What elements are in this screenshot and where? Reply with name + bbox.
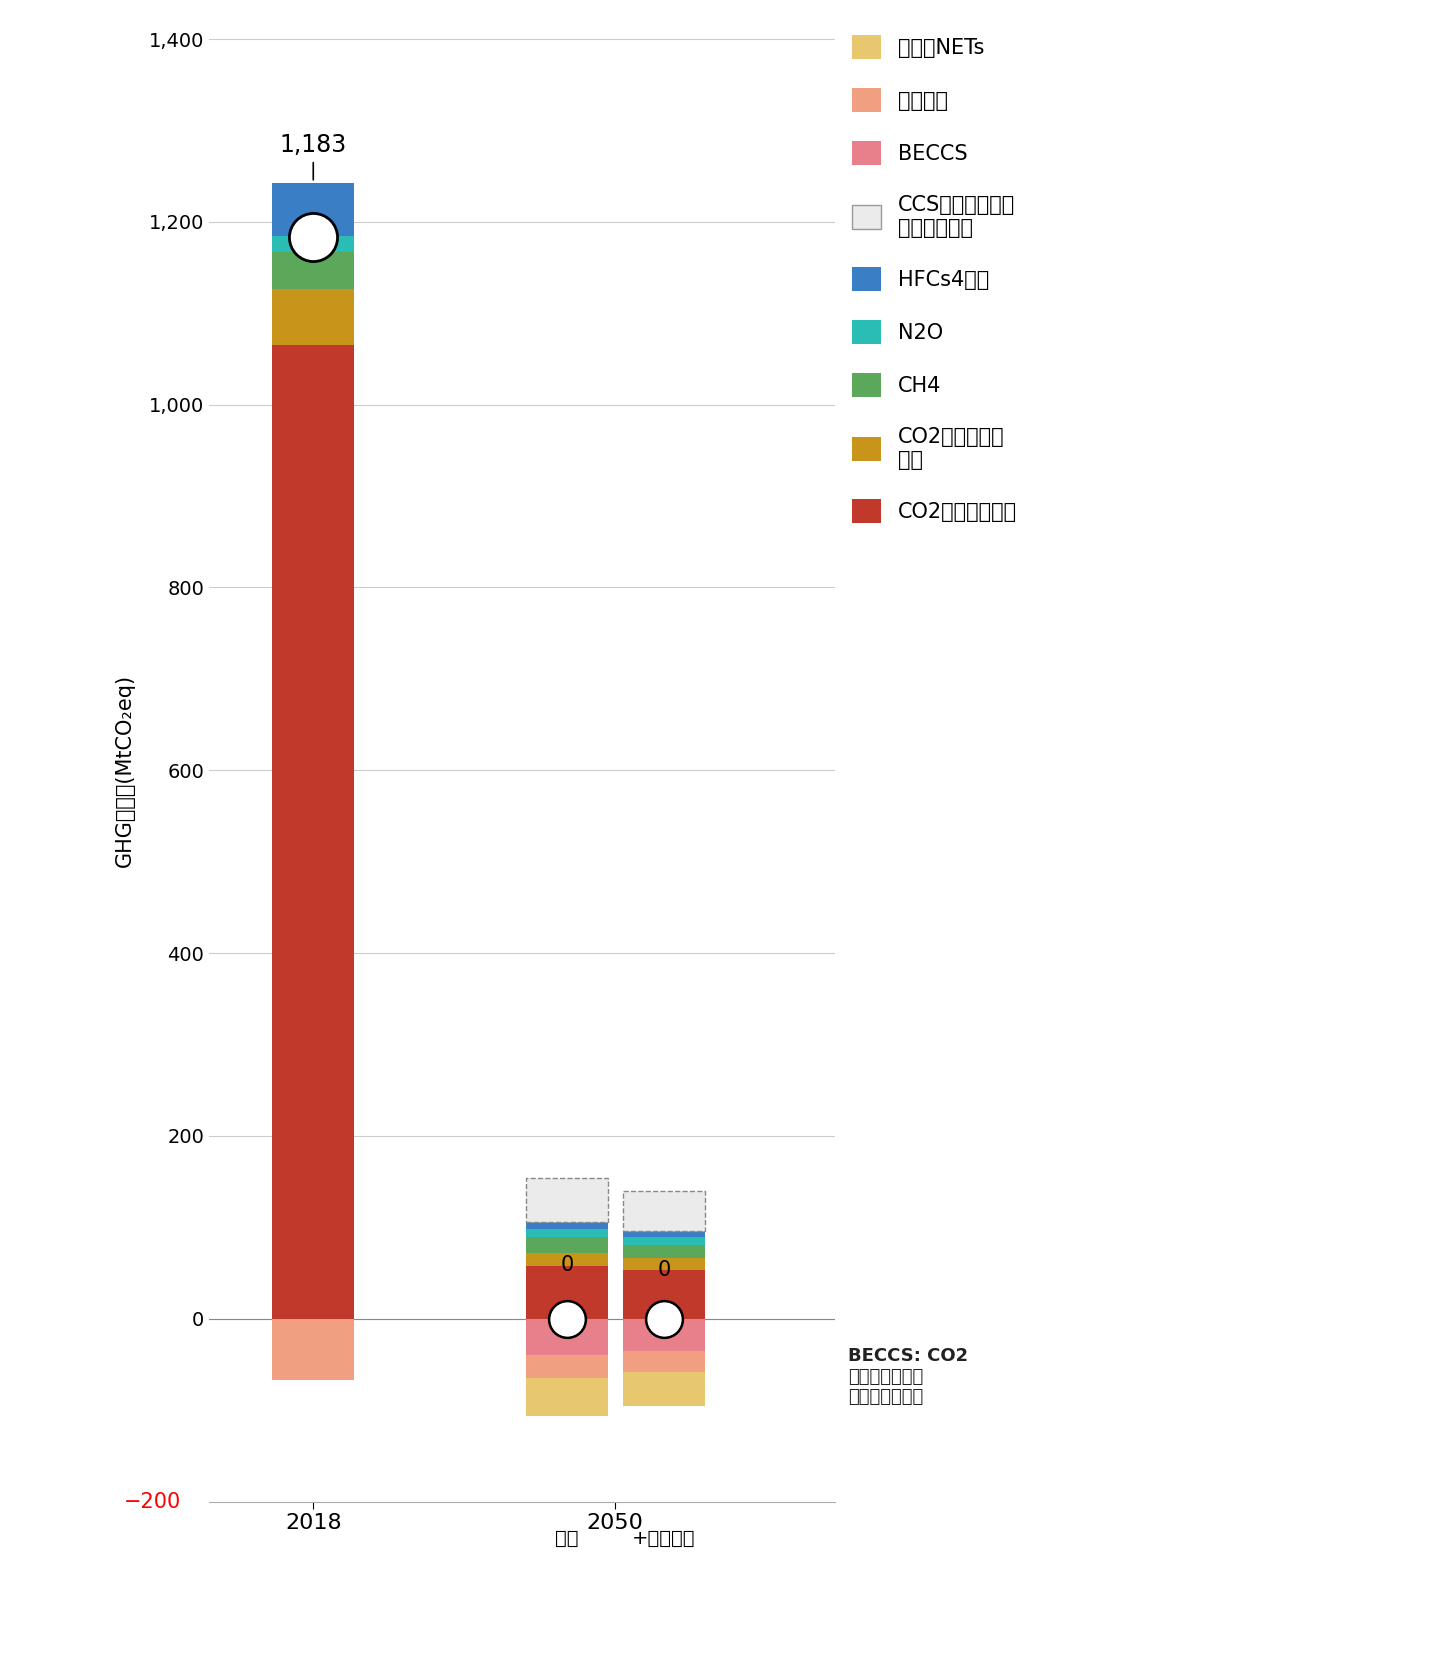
- Y-axis label: GHG排出量(MtCO₂eq): GHG排出量(MtCO₂eq): [115, 674, 135, 868]
- Bar: [622, 1191, 704, 1231]
- Text: −200: −200: [124, 1491, 180, 1511]
- Bar: [526, 1355, 608, 1379]
- Text: 技術: 技術: [554, 1530, 579, 1548]
- Legend: その他NETs, 森林吸収, BECCS, CCS（化石燃料・
石灰石由来）, HFCs4ガス, N2O, CH4, CO2（非エネ起
源）, CO2（エネ起源: その他NETs, 森林吸収, BECCS, CCS（化石燃料・ 石灰石由来）, …: [852, 35, 1017, 523]
- Bar: [272, 1319, 354, 1380]
- Bar: [526, 1379, 608, 1415]
- Bar: [526, 1178, 608, 1221]
- Bar: [526, 1319, 608, 1355]
- Point: [302, 224, 325, 251]
- Point: [556, 1306, 579, 1332]
- Bar: [272, 289, 354, 345]
- Bar: [622, 1319, 704, 1350]
- Bar: [526, 1253, 608, 1266]
- Bar: [622, 1231, 704, 1238]
- Text: 0: 0: [560, 1256, 573, 1276]
- Bar: [526, 1229, 608, 1238]
- Bar: [622, 1259, 704, 1271]
- Text: +社会変容: +社会変容: [632, 1530, 696, 1548]
- Point: [652, 1306, 675, 1332]
- Text: 0: 0: [657, 1261, 671, 1281]
- Bar: [622, 1372, 704, 1407]
- Bar: [526, 1238, 608, 1253]
- Bar: [622, 1350, 704, 1372]
- Bar: [622, 1271, 704, 1319]
- Bar: [526, 1221, 608, 1229]
- Text: BECCS: CO2
回収・貯留付き
バイオマス発電: BECCS: CO2 回収・貯留付き バイオマス発電: [848, 1347, 968, 1407]
- Bar: [272, 236, 354, 252]
- Bar: [272, 252, 354, 289]
- Bar: [526, 1266, 608, 1319]
- Bar: [272, 345, 354, 1319]
- Bar: [622, 1244, 704, 1259]
- Text: 1,183: 1,183: [279, 133, 347, 179]
- Bar: [622, 1238, 704, 1244]
- Bar: [272, 182, 354, 236]
